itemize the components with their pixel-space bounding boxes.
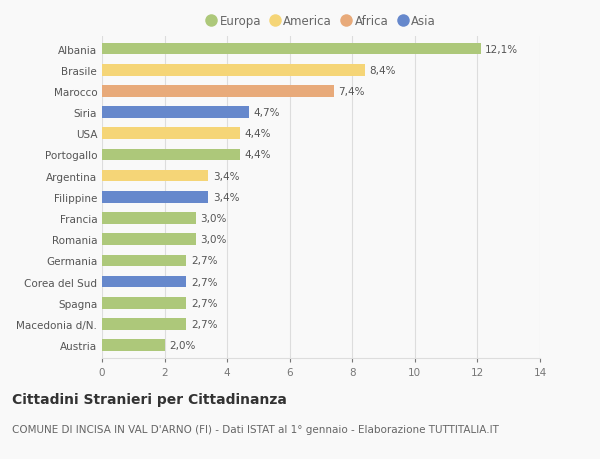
Text: 3,0%: 3,0% [200, 235, 227, 245]
Bar [102, 86, 334, 97]
Bar [102, 213, 196, 224]
Bar [102, 340, 164, 351]
Text: 2,7%: 2,7% [191, 256, 218, 266]
Text: 4,4%: 4,4% [244, 129, 271, 139]
Text: 12,1%: 12,1% [485, 45, 518, 55]
Text: Cittadini Stranieri per Cittadinanza: Cittadini Stranieri per Cittadinanza [12, 392, 287, 406]
Bar [102, 319, 187, 330]
Text: 2,7%: 2,7% [191, 298, 218, 308]
Bar [102, 107, 249, 118]
Text: 4,7%: 4,7% [254, 108, 280, 118]
Text: 8,4%: 8,4% [370, 66, 396, 76]
Bar [102, 128, 239, 140]
Text: 2,7%: 2,7% [191, 319, 218, 329]
Text: COMUNE DI INCISA IN VAL D'ARNO (FI) - Dati ISTAT al 1° gennaio - Elaborazione TU: COMUNE DI INCISA IN VAL D'ARNO (FI) - Da… [12, 425, 499, 435]
Bar [102, 234, 196, 246]
Bar [102, 297, 187, 309]
Text: 7,4%: 7,4% [338, 87, 365, 97]
Bar [102, 191, 208, 203]
Legend: Europa, America, Africa, Asia: Europa, America, Africa, Asia [202, 11, 440, 33]
Bar [102, 255, 187, 267]
Text: 2,7%: 2,7% [191, 277, 218, 287]
Text: 3,4%: 3,4% [213, 171, 239, 181]
Bar [102, 276, 187, 288]
Text: 2,0%: 2,0% [169, 340, 196, 350]
Text: 3,0%: 3,0% [200, 213, 227, 224]
Bar [102, 149, 239, 161]
Text: 3,4%: 3,4% [213, 192, 239, 202]
Bar [102, 65, 365, 76]
Text: 4,4%: 4,4% [244, 150, 271, 160]
Bar [102, 44, 481, 55]
Bar [102, 170, 208, 182]
